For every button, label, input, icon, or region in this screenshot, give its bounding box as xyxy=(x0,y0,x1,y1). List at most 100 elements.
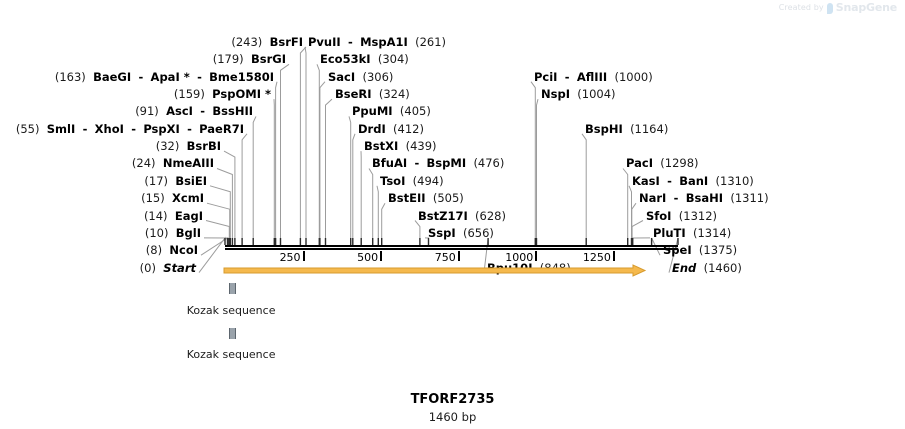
site-leader-line xyxy=(368,168,374,245)
site-leader-line xyxy=(381,202,386,245)
restriction-site-label[interactable]: (91) AscI - BssHII xyxy=(135,105,253,118)
restriction-site-label[interactable]: (163) BaeGI - ApaI * - Bme1580I xyxy=(55,69,274,84)
site-enzyme-name: Bme1580I xyxy=(209,69,274,84)
restriction-site-label[interactable]: (159) PspOMI * xyxy=(174,88,271,101)
site-leader-line xyxy=(304,46,307,245)
site-enzyme-name: PvuII xyxy=(308,35,341,49)
site-position: (1000) xyxy=(614,69,653,84)
restriction-site-label[interactable]: (243) BsrFI xyxy=(231,36,303,49)
restriction-site-label[interactable]: BstEII (505) xyxy=(388,192,464,205)
site-enzyme-name: BsiEI xyxy=(175,173,207,188)
restriction-site-label[interactable]: PpuMI (405) xyxy=(352,105,431,118)
site-enzyme-name: SmlI xyxy=(46,121,76,136)
restriction-site-label[interactable]: BseRI (324) xyxy=(335,88,410,101)
restriction-site-label[interactable]: BstXI (439) xyxy=(364,140,437,153)
site-enzyme-name: BstZ17I xyxy=(418,208,468,223)
restriction-site-label[interactable]: PluTI (1314) xyxy=(653,225,731,240)
restriction-site-label[interactable]: (17) BsiEI xyxy=(144,173,207,188)
site-position: (24) xyxy=(131,156,156,171)
site-enzyme-name: SacI xyxy=(328,69,356,84)
site-leader-line xyxy=(316,64,320,245)
site-leader-line xyxy=(319,81,326,245)
site-position: (304) xyxy=(377,52,409,67)
restriction-site-label[interactable]: BspHI (1164) xyxy=(585,121,669,136)
site-separator: - xyxy=(200,104,206,119)
site-position: (10) xyxy=(144,225,169,240)
site-separator: - xyxy=(673,191,679,206)
site-position: (1312) xyxy=(678,208,718,223)
site-leader-line xyxy=(275,81,278,245)
site-leader-line xyxy=(530,81,536,245)
site-enzyme-name: XhoI xyxy=(94,121,124,136)
orf-arrow-shape[interactable] xyxy=(223,264,647,277)
site-enzyme-name: NarI xyxy=(639,191,667,206)
site-enzyme-name: BsrBI xyxy=(186,139,221,154)
site-position: (412) xyxy=(393,121,424,136)
sequence-backbone-line[interactable] xyxy=(225,245,678,247)
ruler-tick-label: 1000 xyxy=(505,251,534,264)
site-enzyme-name: KasI xyxy=(632,173,660,188)
restriction-site-label[interactable]: (0) Start xyxy=(140,261,196,275)
restriction-site-label[interactable]: PacI (1298) xyxy=(626,157,699,170)
site-enzyme-name: BsrGI xyxy=(251,52,286,67)
restriction-site-label[interactable]: PciI - AflIII (1000) xyxy=(534,69,653,84)
restriction-site-label[interactable]: (179) BsrGI xyxy=(213,53,286,66)
restriction-site-label[interactable]: BstZ17I (628) xyxy=(418,208,506,223)
site-enzyme-name: PluTI xyxy=(653,225,686,240)
site-enzyme-name: PpuMI xyxy=(352,104,393,119)
restriction-site-label[interactable]: (24) NmeAIII xyxy=(132,157,214,170)
feature-marker[interactable] xyxy=(229,328,237,339)
restriction-site-label[interactable]: (8) NcoI xyxy=(146,244,198,257)
restriction-site-label[interactable]: (14) EagI xyxy=(143,208,203,223)
site-position: (1311) xyxy=(730,191,769,206)
restriction-site-label[interactable]: TsoI (494) xyxy=(380,174,444,188)
site-position: (91) xyxy=(135,104,159,119)
site-position: (505) xyxy=(432,191,464,206)
site-separator: - xyxy=(347,35,353,49)
site-position: (261) xyxy=(415,35,447,49)
restriction-site-label[interactable]: KasI - BanI (1310) xyxy=(632,173,754,188)
site-leader-line xyxy=(631,220,644,245)
site-leader-line xyxy=(622,168,629,245)
restriction-site-label[interactable]: SspI (656) xyxy=(428,226,494,240)
site-position: (14) xyxy=(143,208,168,223)
site-leader-line xyxy=(348,116,352,245)
site-position: (32) xyxy=(155,139,180,154)
site-position: (243) xyxy=(231,35,263,49)
restriction-site-label[interactable]: PvuII - MspA1I (261) xyxy=(308,36,446,49)
restriction-site-label[interactable]: SacI (306) xyxy=(328,69,393,84)
site-enzyme-name: PacI xyxy=(626,156,653,171)
site-position: (439) xyxy=(405,139,437,154)
restriction-site-label[interactable]: (10) BglI xyxy=(144,225,201,240)
orf-arrow[interactable] xyxy=(218,263,658,279)
watermark-brand-label: SnapGene xyxy=(835,1,897,14)
restriction-site-label[interactable]: SfoI (1312) xyxy=(646,208,718,223)
site-position: (1164) xyxy=(630,121,669,136)
ruler-tick-mark xyxy=(457,251,460,261)
restriction-site-label[interactable]: (32) BsrBI xyxy=(156,140,221,153)
site-enzyme-name: BaeGI xyxy=(93,69,132,84)
snapgene-logo-icon xyxy=(826,3,833,14)
site-separator: - xyxy=(197,69,202,84)
watermark-created-by-label: Created by xyxy=(778,3,824,12)
restriction-site-label[interactable]: (55) SmlI - XhoI - PspXI - PaeR7I xyxy=(16,121,244,136)
restriction-site-label[interactable]: NarI - BsaHI (1311) xyxy=(639,192,769,205)
restriction-site-label[interactable]: Eco53kI (304) xyxy=(320,53,409,66)
site-position: (17) xyxy=(144,173,168,188)
feature-marker[interactable] xyxy=(229,283,237,294)
site-enzyme-name: BstXI xyxy=(364,139,399,154)
site-enzyme-name: Eco53kI xyxy=(320,52,371,67)
restriction-site-label[interactable]: BfuAI - BspMI (476) xyxy=(372,157,504,170)
site-leader-line xyxy=(628,185,632,245)
ruler-tick-mark xyxy=(302,251,305,261)
restriction-site-label[interactable]: NspI (1004) xyxy=(541,88,616,101)
restriction-site-label[interactable]: (15) XcmI xyxy=(141,192,204,205)
site-leader-line xyxy=(205,220,230,245)
restriction-site-label[interactable]: DrdI (412) xyxy=(358,121,424,136)
restriction-site-label[interactable]: End (1460) xyxy=(672,261,742,275)
ruler-tick-mark xyxy=(380,251,383,261)
site-leader-line xyxy=(414,220,421,245)
site-separator: - xyxy=(82,121,88,136)
site-position: (8) xyxy=(145,243,163,258)
